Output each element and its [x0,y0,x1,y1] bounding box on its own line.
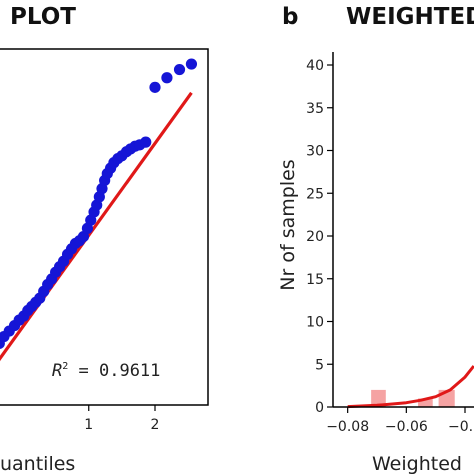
histogram-bar [418,398,433,407]
qq-point [149,81,161,93]
qq-point [161,72,173,84]
qq-point [173,63,186,76]
qq-x-axis-label: uantiles [0,453,75,474]
r-squared-annotation: R2 = 0.9611 [52,361,160,381]
qq-x-tick-label: 2 [151,417,160,433]
histogram-x-tick-label: −0.08 [326,419,369,435]
histogram-panel: b WEIGHTED Nr of samples 0 5 10 15 20 25 30 35 4… [277,4,474,474]
qq-x-tick-label: 1 [84,417,93,433]
qq-fit-line-group [0,91,193,362]
histogram-y-tick-label: 40 [306,58,324,74]
histogram-x-axis-label: Weighted [372,453,462,474]
qq-plot-title: PLOT [10,4,76,30]
density-curve [347,365,474,409]
histogram-y-tick-label: 30 [306,144,324,160]
histogram-y-tick-label: 20 [306,229,324,245]
histogram-y-tick-label: 35 [306,101,324,117]
histogram-y-tick-label: 15 [306,272,324,288]
histogram-y-tick-label: 25 [306,186,324,202]
histogram-x-ticks: −0.08 −0.06 −0.0 [326,407,474,435]
histogram-y-ticks: 0 5 10 15 20 25 30 35 40 [306,58,333,416]
histogram-y-tick-label: 10 [306,315,324,331]
histogram-x-tick-label: −0.06 [385,419,428,435]
density-curve-group [347,365,474,409]
histogram-title: WEIGHTED [346,4,474,30]
histogram-x-tick-label: −0.0 [448,419,474,435]
qq-point [185,58,198,70]
histogram-y-axis-label: Nr of samples [277,159,299,290]
histogram-y-tick-label: 5 [315,357,324,373]
qq-plot-axes-frame [0,48,209,406]
qq-points [0,58,198,349]
panel-letter: b [282,4,298,30]
qq-point [140,136,152,148]
qq-fit-line [0,91,193,362]
histogram-y-tick-label: 0 [315,400,324,416]
histogram-bar [371,389,386,407]
